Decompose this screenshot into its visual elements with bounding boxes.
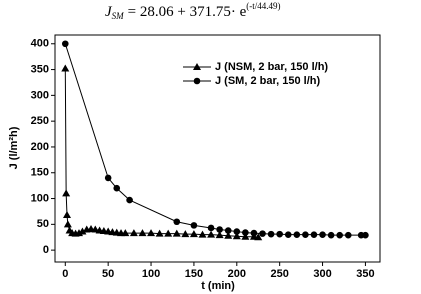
y-tick-label: 250 <box>31 115 49 127</box>
legend-marker <box>193 63 201 70</box>
data-point <box>224 227 232 234</box>
x-tick-label: 100 <box>142 268 160 280</box>
data-point <box>189 230 198 238</box>
data-point <box>216 226 223 233</box>
data-point <box>181 230 190 238</box>
legend-label: J (NSM, 2 bar, 150 l/h) <box>215 61 328 73</box>
data-point <box>104 174 112 182</box>
title-sub: SM <box>112 11 125 21</box>
data-point <box>344 231 352 239</box>
data-point <box>224 231 233 239</box>
data-point <box>78 227 87 235</box>
legend-label: J (SM, 2 bar, 150 l/h) <box>215 75 320 87</box>
title-main: J <box>105 4 113 20</box>
data-point <box>129 229 138 237</box>
data-point <box>276 230 283 238</box>
data-point <box>267 230 275 238</box>
data-point <box>63 211 72 219</box>
y-tick-label: 350 <box>31 63 49 75</box>
x-tick-label: 50 <box>102 268 114 280</box>
y-tick-label: 150 <box>31 167 49 179</box>
data-point <box>172 229 181 237</box>
data-point <box>233 228 241 235</box>
data-point <box>147 229 156 237</box>
data-point <box>173 218 181 226</box>
data-point <box>126 196 133 204</box>
data-point <box>63 220 72 228</box>
data-point <box>259 230 266 237</box>
data-point <box>207 224 215 232</box>
data-point <box>242 229 249 236</box>
x-tick-label: 150 <box>185 268 203 280</box>
data-point <box>190 222 198 229</box>
data-point <box>138 229 147 237</box>
data-point <box>121 229 130 237</box>
y-tick-label: 200 <box>31 141 49 153</box>
data-point <box>155 229 164 237</box>
data-point <box>198 230 207 238</box>
x-tick-label: 300 <box>313 268 331 280</box>
y-tick-label: 400 <box>31 38 49 50</box>
x-axis-label: t (min) <box>201 280 235 292</box>
chart-title: JSM = 28.06 + 371.75· e(-t/44.49) <box>105 1 281 21</box>
legend-marker <box>193 77 201 85</box>
data-point <box>232 232 241 240</box>
data-point <box>336 231 343 239</box>
y-tick-label: 50 <box>37 218 49 230</box>
data-point <box>327 231 335 239</box>
title-sup: (-t/44.49) <box>246 1 280 11</box>
x-tick-label: 0 <box>62 268 68 280</box>
data-point <box>319 231 326 238</box>
data-point <box>215 231 224 239</box>
data-point <box>164 229 173 237</box>
data-point <box>310 231 318 238</box>
data-point <box>254 233 263 241</box>
y-tick-label: 0 <box>43 244 49 256</box>
plot-frame <box>54 34 381 263</box>
series-line <box>64 68 259 238</box>
data-point <box>61 40 69 48</box>
data-point <box>250 229 258 237</box>
title-expr: = 28.06 + 371.75· e <box>128 4 247 20</box>
x-tick-label: 200 <box>228 268 246 280</box>
y-axis-label: J (l/m²h) <box>8 126 20 169</box>
x-tick-label: 250 <box>270 268 288 280</box>
x-tick-label: 350 <box>356 268 374 280</box>
data-point <box>362 231 369 239</box>
y-tick-label: 300 <box>31 89 49 101</box>
data-point <box>62 189 71 197</box>
data-point <box>207 230 216 238</box>
data-point <box>113 184 121 192</box>
data-point <box>293 231 301 238</box>
data-point <box>302 231 309 238</box>
data-point <box>241 232 250 240</box>
y-tick-label: 100 <box>31 192 49 204</box>
data-point <box>61 64 70 72</box>
data-point <box>284 231 292 238</box>
